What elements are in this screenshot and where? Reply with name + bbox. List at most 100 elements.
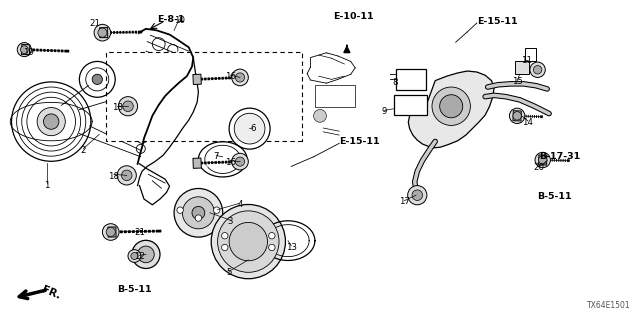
Bar — [525, 48, 536, 61]
Bar — [193, 158, 202, 168]
Text: 10: 10 — [173, 16, 185, 25]
Text: 14: 14 — [522, 118, 534, 127]
Text: 9: 9 — [381, 107, 387, 116]
Text: 5: 5 — [227, 268, 232, 277]
Circle shape — [106, 228, 115, 236]
Text: 6: 6 — [250, 124, 255, 133]
Circle shape — [128, 250, 141, 262]
Circle shape — [17, 43, 31, 57]
Text: 16: 16 — [225, 158, 236, 167]
Circle shape — [138, 246, 154, 263]
Circle shape — [314, 109, 326, 122]
Polygon shape — [140, 49, 198, 173]
Text: 19: 19 — [24, 48, 34, 57]
Text: 13: 13 — [285, 243, 297, 252]
Text: 2: 2 — [81, 146, 86, 155]
Text: E-10-11: E-10-11 — [333, 12, 373, 21]
Circle shape — [195, 215, 202, 221]
Text: E-15-11: E-15-11 — [339, 137, 380, 146]
FancyBboxPatch shape — [106, 52, 302, 141]
Text: 17: 17 — [399, 197, 410, 206]
Circle shape — [218, 211, 279, 272]
Bar — [21, 44, 30, 55]
Circle shape — [538, 156, 547, 164]
Text: B-5-11: B-5-11 — [538, 192, 572, 201]
Circle shape — [432, 87, 470, 125]
Circle shape — [211, 204, 285, 279]
Circle shape — [137, 133, 147, 143]
Text: 11: 11 — [520, 56, 532, 65]
Text: TX64E1501: TX64E1501 — [587, 301, 630, 310]
Circle shape — [513, 112, 522, 120]
Circle shape — [122, 170, 132, 180]
Text: 7: 7 — [214, 152, 219, 161]
Circle shape — [221, 244, 228, 251]
Circle shape — [192, 206, 205, 219]
Text: 21: 21 — [134, 228, 145, 237]
Text: 20: 20 — [533, 164, 545, 172]
Circle shape — [37, 108, 65, 136]
Circle shape — [136, 144, 145, 153]
Circle shape — [440, 95, 463, 118]
Circle shape — [92, 74, 102, 84]
Circle shape — [140, 124, 148, 133]
Text: E-15-11: E-15-11 — [477, 17, 517, 26]
Bar — [394, 95, 427, 115]
Circle shape — [44, 114, 59, 129]
Circle shape — [408, 186, 427, 205]
Circle shape — [269, 244, 275, 251]
Circle shape — [159, 71, 171, 83]
Circle shape — [229, 222, 268, 261]
Circle shape — [20, 46, 28, 53]
Circle shape — [232, 69, 248, 86]
Text: B-5-11: B-5-11 — [117, 285, 152, 294]
Text: B-17-31: B-17-31 — [539, 152, 580, 161]
Text: 18: 18 — [108, 172, 120, 181]
Text: E-8-1: E-8-1 — [157, 15, 184, 24]
Circle shape — [236, 157, 244, 166]
Circle shape — [132, 240, 160, 268]
Circle shape — [118, 97, 138, 116]
Circle shape — [234, 113, 265, 144]
Circle shape — [535, 152, 550, 168]
Circle shape — [533, 66, 542, 74]
Circle shape — [94, 24, 111, 41]
Circle shape — [98, 28, 107, 37]
Circle shape — [148, 103, 157, 112]
Circle shape — [232, 153, 248, 170]
Bar — [315, 85, 355, 107]
Text: 4: 4 — [237, 200, 243, 209]
Text: 1: 1 — [44, 181, 49, 190]
Circle shape — [152, 38, 165, 51]
Circle shape — [530, 62, 545, 77]
Circle shape — [143, 113, 154, 123]
Bar — [513, 111, 522, 121]
Circle shape — [236, 73, 244, 82]
Bar — [193, 74, 202, 84]
Text: 21: 21 — [89, 20, 100, 28]
Polygon shape — [408, 71, 494, 148]
Circle shape — [182, 197, 214, 229]
Circle shape — [174, 188, 223, 237]
Bar — [515, 61, 529, 74]
Text: 3: 3 — [228, 217, 233, 226]
Circle shape — [152, 92, 162, 102]
Circle shape — [509, 108, 525, 124]
Circle shape — [131, 252, 138, 260]
Bar — [108, 227, 116, 237]
Circle shape — [229, 108, 270, 149]
Text: FR.: FR. — [40, 284, 62, 301]
Text: 15: 15 — [511, 77, 523, 86]
Circle shape — [221, 233, 228, 239]
Circle shape — [117, 166, 136, 185]
Circle shape — [269, 233, 275, 239]
Bar — [100, 28, 108, 38]
Text: 16: 16 — [225, 72, 236, 81]
Bar — [539, 155, 547, 165]
Circle shape — [412, 190, 422, 200]
Circle shape — [177, 207, 183, 213]
Text: 18: 18 — [111, 103, 123, 112]
Circle shape — [168, 44, 178, 55]
Circle shape — [123, 101, 133, 111]
Text: 8: 8 — [393, 78, 398, 87]
